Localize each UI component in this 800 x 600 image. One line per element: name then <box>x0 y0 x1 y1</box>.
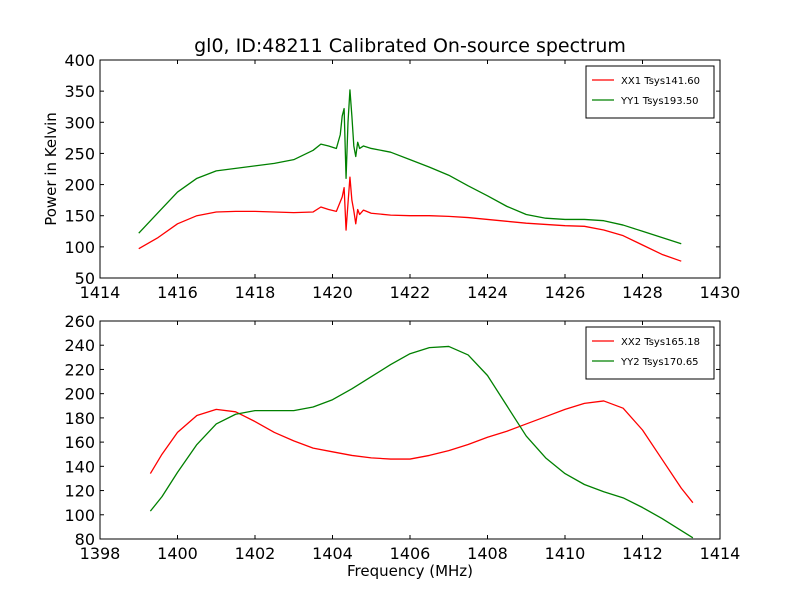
x-axis-label: Frequency (MHz) <box>347 562 473 580</box>
x-tick-label: 1414 <box>80 283 121 302</box>
series-line-1-2 <box>138 89 682 245</box>
x-tick-label: 1412 <box>622 544 663 563</box>
x-tick-label: 1410 <box>545 544 586 563</box>
x-tick-label: 1414 <box>700 544 741 563</box>
y-tick-label: 300 <box>64 113 95 132</box>
legend-label: XX2 Tsys165.18 <box>621 337 700 348</box>
legend-label: XX1 Tsys141.60 <box>621 76 700 87</box>
legend-label: YY1 Tsys193.50 <box>620 96 699 107</box>
x-tick-label: 1426 <box>545 283 586 302</box>
series-line-2-1 <box>149 400 694 504</box>
x-tick-label: 1402 <box>235 544 276 563</box>
y-tick-label: 120 <box>64 482 95 501</box>
y-tick-label: 100 <box>64 238 95 257</box>
y-tick-label: 400 <box>64 51 95 70</box>
x-tick-label: 1422 <box>390 283 431 302</box>
chart-title: gl0, ID:48211 Calibrated On-source spect… <box>194 35 626 57</box>
x-tick-label: 1428 <box>622 283 663 302</box>
y-tick-label: 200 <box>64 385 95 404</box>
legend: XX2 Tsys165.18 YY2 Tsys170.65 <box>585 326 715 380</box>
x-tick-label: 1418 <box>235 283 276 302</box>
y-tick-label: 80 <box>75 530 95 549</box>
x-tick-label: 1408 <box>467 544 508 563</box>
chart-panel-1: 1414 1416 1418 1420 1422 1424 1426 1428 1430 50 10… <box>42 35 740 302</box>
x-tick-label: 1404 <box>312 544 353 563</box>
y-tick-label: 220 <box>64 360 95 379</box>
y-tick-label: 350 <box>64 82 95 101</box>
y-tick-label: 250 <box>64 144 95 163</box>
legend-box <box>585 326 715 380</box>
y-tick-label: 180 <box>64 409 95 428</box>
x-tick-label: 1400 <box>157 544 198 563</box>
legend: XX1 Tsys141.60 YY1 Tsys193.50 <box>585 65 715 119</box>
y-tick-label: 260 <box>64 312 95 331</box>
x-tick-label: 1406 <box>390 544 431 563</box>
y-tick-label: 160 <box>64 433 95 452</box>
x-tick-label: 1424 <box>467 283 508 302</box>
y-axis-label: Power in Kelvin <box>42 112 60 226</box>
y-tick-label: 50 <box>75 269 95 288</box>
x-tick-label: 1398 <box>80 544 121 563</box>
x-tick-label: 1430 <box>700 283 741 302</box>
chart-panel-2: 1398 1400 1402 1404 1406 1408 1410 1412 1414 80 10… <box>64 312 740 580</box>
y-tick-label: 200 <box>64 176 95 195</box>
legend-label: YY2 Tsys170.65 <box>620 357 699 368</box>
legend-box <box>585 65 715 119</box>
y-tick-label: 240 <box>64 336 95 355</box>
series-line-1-1 <box>138 176 682 262</box>
x-tick-label: 1416 <box>157 283 198 302</box>
y-tick-label: 140 <box>64 457 95 476</box>
y-tick-label: 100 <box>64 506 95 525</box>
series-line-2-2 <box>149 345 694 539</box>
y-tick-label: 150 <box>64 207 95 226</box>
x-tick-label: 1420 <box>312 283 353 302</box>
